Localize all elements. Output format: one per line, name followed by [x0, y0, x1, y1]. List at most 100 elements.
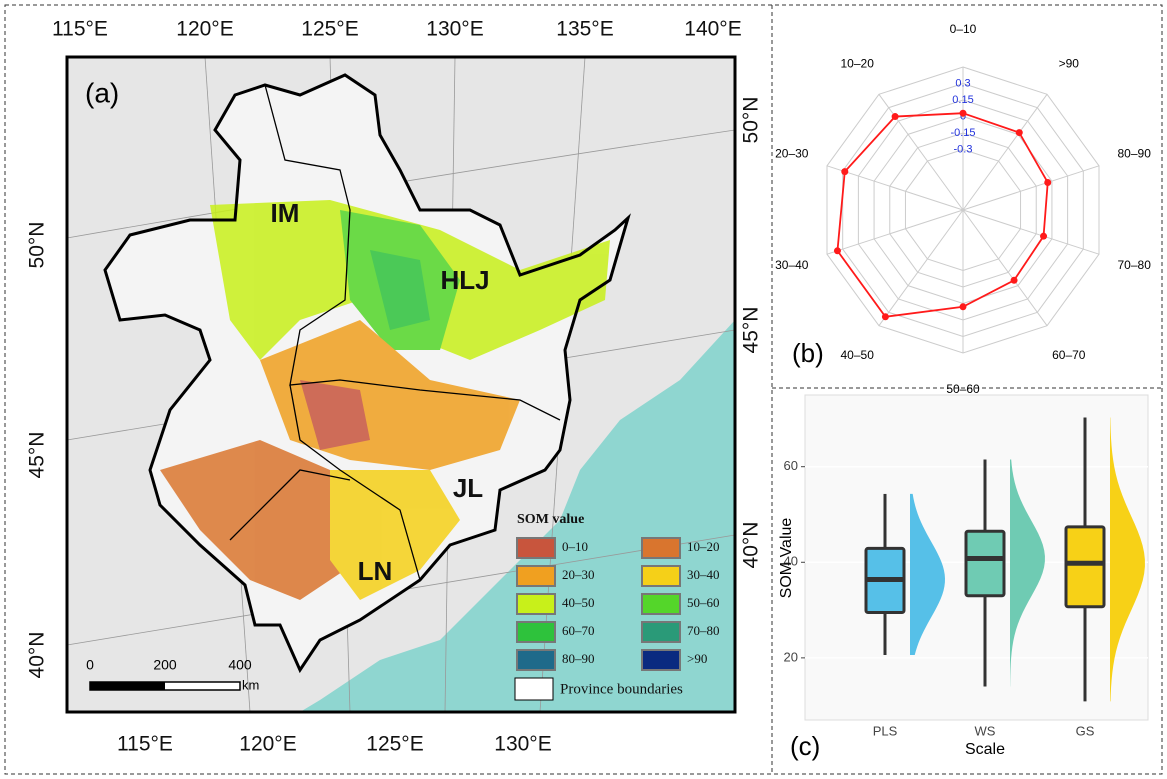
lon-label: 115°E — [52, 18, 108, 41]
boundary-swatch — [514, 677, 554, 701]
legend-swatch — [641, 649, 681, 671]
scale-unit: km — [242, 677, 259, 692]
radar-spoke — [962, 165, 1100, 211]
lon-label: 115°E — [117, 733, 173, 756]
legend-swatch — [516, 537, 556, 559]
lat-label: 45°N — [740, 307, 763, 354]
lon-label: 125°E — [366, 733, 423, 756]
radar-spoke — [826, 209, 964, 255]
legend-label: >90 — [687, 651, 707, 666]
lat-label: 40°N — [26, 632, 49, 679]
legend-swatch — [516, 593, 556, 615]
box — [964, 529, 1006, 598]
radar-category-label: 80–90 — [1118, 147, 1152, 161]
radar-spoke — [962, 209, 1100, 255]
violin — [910, 493, 945, 655]
province-label: JL — [453, 473, 483, 503]
legend-label: 10–20 — [687, 539, 720, 554]
legend-label: 30–40 — [687, 567, 720, 582]
province-boundaries — [229, 84, 561, 581]
y-tick-label: 60 — [784, 458, 798, 473]
radar-category-label: 20–30 — [775, 147, 809, 161]
radar-category-label: >90 — [1059, 57, 1080, 71]
legend-swatch — [516, 649, 556, 671]
radar-point — [959, 303, 967, 311]
legend-label: 20–30 — [562, 567, 595, 582]
scale-bar-fill — [90, 682, 165, 690]
radar-spoke — [962, 94, 1048, 211]
legend-label: 80–90 — [562, 651, 595, 666]
lon-label: 125°E — [301, 18, 358, 41]
som-raster — [160, 200, 610, 600]
radar-spoke — [878, 209, 964, 326]
legend-label: 50–60 — [687, 595, 720, 610]
legend-label: 0–10 — [562, 539, 588, 554]
radar-spoke — [826, 165, 964, 211]
panel-label: (a) — [85, 77, 119, 108]
x-tick-label: WS — [975, 723, 996, 738]
lon-label: 120°E — [239, 733, 296, 756]
map-panel: (a) IM HLJ JL LN 0 200 400 km SOM value … — [65, 55, 737, 714]
panel-label: (c) — [790, 731, 820, 761]
violin — [1010, 459, 1045, 687]
x-tick-label: PLS — [873, 723, 898, 738]
radar-spoke — [878, 94, 964, 211]
province-label: HLJ — [440, 265, 489, 295]
legend-label: 40–50 — [562, 595, 595, 610]
lat-label: 50°N — [740, 97, 763, 144]
lon-label: 140°E — [684, 18, 741, 41]
box — [1064, 525, 1106, 609]
region-boundary — [103, 73, 631, 674]
radar-tick-label: -0.3 — [954, 143, 973, 155]
lon-label: 130°E — [494, 733, 551, 756]
radar-point — [841, 168, 849, 176]
charts: 0–10 >90 80–90 70–80 60–70 50–60 40–50 30–40 20–… — [775, 22, 1151, 761]
y-tick-label: 40 — [784, 554, 798, 569]
radar-point — [881, 313, 889, 321]
radar-point — [1015, 129, 1023, 137]
x-axis-title: Scale — [965, 741, 1005, 758]
legend-label: 70–80 — [687, 623, 720, 638]
x-tick-label: GS — [1076, 723, 1095, 738]
radar-category-label: 40–50 — [841, 348, 875, 362]
y-axis-title: SOM Value — [778, 518, 795, 599]
radar-category-label: 70–80 — [1118, 258, 1152, 272]
radar-tick-label: 0.15 — [952, 94, 973, 106]
radar-category-label: 60–70 — [1052, 348, 1086, 362]
legend-label: 60–70 — [562, 623, 595, 638]
violin — [1110, 417, 1145, 702]
radar-point — [959, 109, 967, 117]
radar-tick-label: -0.15 — [950, 127, 975, 139]
radar-point — [1040, 232, 1048, 240]
scale-tick: 400 — [228, 657, 252, 673]
province-label: IM — [271, 198, 300, 228]
map-frame — [65, 55, 737, 714]
panel-label: (b) — [792, 338, 824, 368]
lat-label: 50°N — [26, 222, 49, 269]
radar-category-label: 0–10 — [950, 22, 977, 36]
lat-label: 40°N — [740, 522, 763, 569]
lon-label: 135°E — [556, 18, 613, 41]
radar-point — [891, 113, 899, 121]
radar-point — [833, 247, 841, 255]
radar-category-label: 50–60 — [946, 382, 980, 396]
legend-swatch — [641, 621, 681, 643]
province-label: LN — [358, 556, 393, 586]
legend: SOM value Province boundaries 0–10 10–20 2… — [514, 512, 720, 701]
lat-label: 45°N — [26, 432, 49, 479]
legend-swatch — [516, 565, 556, 587]
lon-label: 120°E — [176, 18, 233, 41]
legend-swatch — [641, 593, 681, 615]
legend-swatch — [641, 537, 681, 559]
scale-tick: 0 — [86, 657, 94, 673]
sea — [300, 320, 735, 712]
radar-spoke — [962, 209, 1048, 326]
radar-point — [1044, 178, 1052, 186]
radar-category-label: 10–20 — [841, 57, 875, 71]
radar-category-label: 30–40 — [775, 258, 809, 272]
scale-bar: 0 200 400 km — [86, 657, 259, 693]
legend-swatch — [516, 621, 556, 643]
scale-tick: 200 — [153, 657, 177, 673]
legend-swatch — [641, 565, 681, 587]
